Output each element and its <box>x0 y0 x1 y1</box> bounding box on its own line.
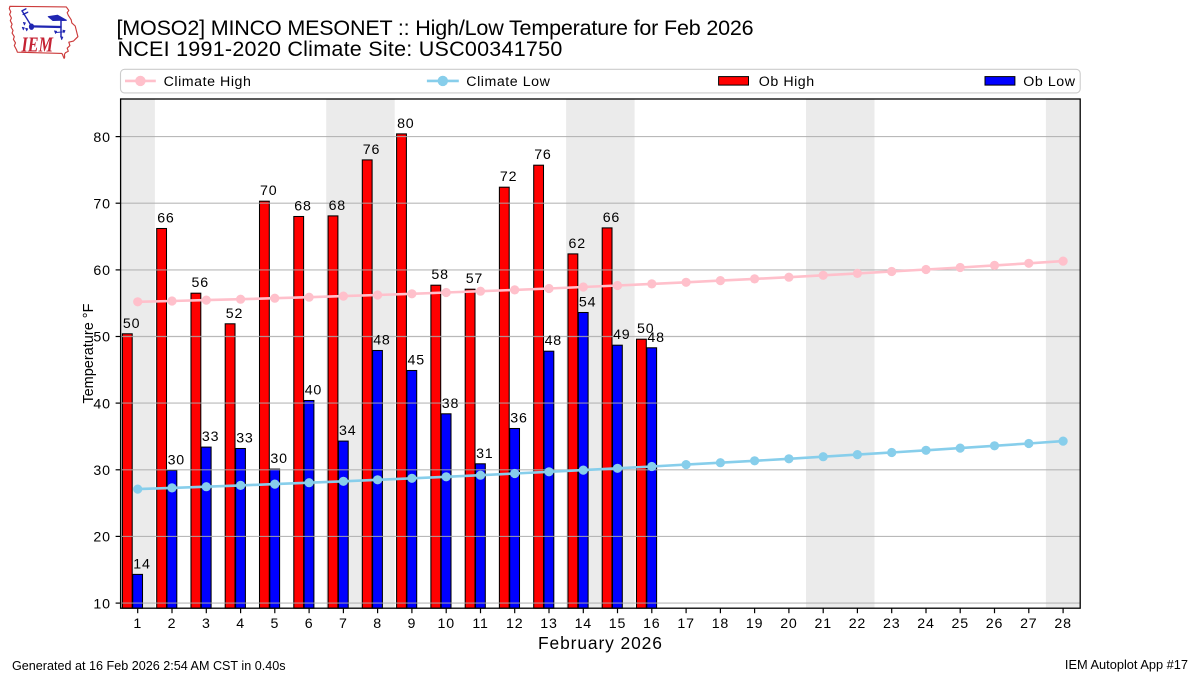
svg-text:NCEI 1991-2020 Climate Site: U: NCEI 1991-2020 Climate Site: USC00341750 <box>118 37 563 61</box>
svg-text:6: 6 <box>305 616 314 632</box>
svg-text:31: 31 <box>476 446 493 462</box>
svg-text:12: 12 <box>506 616 523 632</box>
svg-text:49: 49 <box>613 327 630 343</box>
svg-text:33: 33 <box>202 429 219 445</box>
svg-text:IEM: IEM <box>21 33 54 57</box>
svg-text:66: 66 <box>157 211 174 227</box>
svg-text:15: 15 <box>609 616 626 632</box>
svg-text:10: 10 <box>93 596 110 612</box>
svg-text:80: 80 <box>93 130 110 146</box>
svg-text:30: 30 <box>270 451 287 467</box>
svg-text:17: 17 <box>677 616 694 632</box>
svg-text:16: 16 <box>643 616 660 632</box>
svg-text:66: 66 <box>603 210 620 226</box>
svg-text:30: 30 <box>93 463 110 479</box>
svg-text:February 2026: February 2026 <box>538 633 663 653</box>
svg-text:27: 27 <box>1020 616 1037 632</box>
svg-text:34: 34 <box>339 423 356 439</box>
svg-text:20: 20 <box>780 616 797 632</box>
svg-text:28: 28 <box>1054 616 1071 632</box>
svg-text:14: 14 <box>133 556 150 572</box>
svg-text:62: 62 <box>569 236 586 252</box>
svg-text:4: 4 <box>236 616 245 632</box>
svg-text:21: 21 <box>815 616 832 632</box>
svg-text:45: 45 <box>408 353 425 369</box>
svg-text:48: 48 <box>545 333 562 349</box>
svg-text:1: 1 <box>133 616 142 632</box>
svg-text:IEM Autoplot App #17: IEM Autoplot App #17 <box>1065 657 1188 672</box>
svg-text:Ob High: Ob High <box>759 74 815 90</box>
svg-text:8: 8 <box>373 616 382 632</box>
svg-text:52: 52 <box>226 306 243 322</box>
svg-text:3: 3 <box>202 616 211 632</box>
svg-text:10: 10 <box>438 616 455 632</box>
svg-text:18: 18 <box>712 616 729 632</box>
svg-text:19: 19 <box>746 616 763 632</box>
svg-text:5: 5 <box>270 616 279 632</box>
svg-text:14: 14 <box>575 616 592 632</box>
svg-text:38: 38 <box>442 396 459 412</box>
svg-text:Generated at 16 Feb 2026 2:54: Generated at 16 Feb 2026 2:54 AM CST in … <box>12 659 286 673</box>
svg-text:76: 76 <box>363 142 380 158</box>
svg-text:58: 58 <box>431 267 448 283</box>
svg-text:23: 23 <box>883 616 900 632</box>
svg-text:76: 76 <box>534 147 551 163</box>
svg-text:9: 9 <box>408 616 417 632</box>
svg-text:72: 72 <box>500 169 517 185</box>
svg-text:33: 33 <box>236 431 253 447</box>
svg-text:68: 68 <box>294 199 311 215</box>
svg-text:22: 22 <box>849 616 866 632</box>
svg-text:56: 56 <box>192 275 209 291</box>
svg-text:24: 24 <box>917 616 934 632</box>
svg-text:48: 48 <box>373 333 390 349</box>
svg-text:40: 40 <box>305 383 322 399</box>
svg-text:Climate High: Climate High <box>164 74 252 90</box>
svg-text:50: 50 <box>123 316 140 332</box>
svg-text:80: 80 <box>397 116 414 132</box>
svg-text:70: 70 <box>93 196 110 212</box>
svg-text:36: 36 <box>510 411 527 427</box>
svg-text:11: 11 <box>472 616 488 632</box>
svg-text:54: 54 <box>579 295 596 311</box>
svg-text:70: 70 <box>260 183 277 199</box>
svg-text:60: 60 <box>93 263 110 279</box>
svg-text:7: 7 <box>339 616 348 632</box>
svg-text:68: 68 <box>329 198 346 214</box>
svg-text:48: 48 <box>647 330 664 346</box>
svg-text:Temperature °F: Temperature °F <box>81 303 97 403</box>
svg-text:13: 13 <box>540 616 557 632</box>
svg-text:Climate Low: Climate Low <box>466 74 550 90</box>
svg-text:2: 2 <box>168 616 177 632</box>
svg-text:Ob Low: Ob Low <box>1023 74 1075 90</box>
svg-text:57: 57 <box>466 271 483 287</box>
svg-text:30: 30 <box>168 452 185 468</box>
svg-text:20: 20 <box>93 530 110 546</box>
svg-text:26: 26 <box>986 616 1003 632</box>
svg-text:25: 25 <box>952 616 969 632</box>
